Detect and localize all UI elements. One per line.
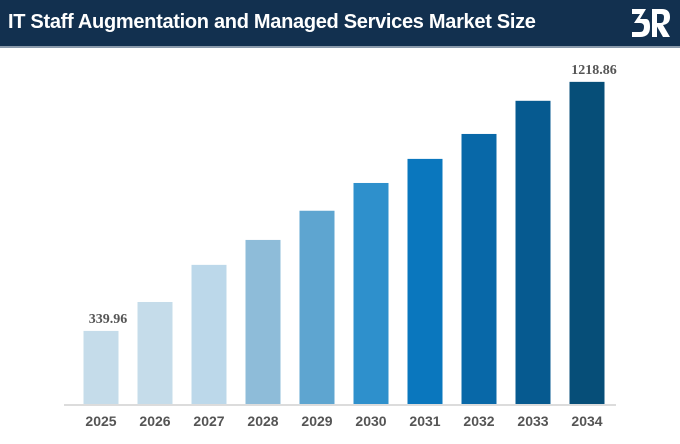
bar-2034 <box>569 81 605 404</box>
x-tick-label: 2032 <box>463 413 494 429</box>
chart-header: IT Staff Augmentation and Managed Servic… <box>0 0 680 48</box>
data-label: 1218.86 <box>571 63 617 78</box>
bar-2030 <box>353 182 389 404</box>
bar-2028 <box>245 239 281 404</box>
x-tick-label: 2025 <box>85 413 116 429</box>
x-tick-label: 2033 <box>517 413 548 429</box>
x-tick-label: 2031 <box>409 413 440 429</box>
chart-title: IT Staff Augmentation and Managed Servic… <box>8 11 536 33</box>
bar-2033 <box>515 100 551 404</box>
bar-2031 <box>407 158 443 404</box>
bar-2027 <box>191 264 227 404</box>
brand-logo-icon <box>632 9 670 37</box>
x-tick-label: 2034 <box>571 413 602 429</box>
bar-2026 <box>137 301 173 404</box>
bar-2029 <box>299 210 335 404</box>
x-tick-label: 2029 <box>301 413 332 429</box>
x-tick-label: 2026 <box>139 413 170 429</box>
x-tick-label: 2027 <box>193 413 224 429</box>
data-label: 339.96 <box>89 312 128 327</box>
x-tick-label: 2030 <box>355 413 386 429</box>
bar-2025 <box>83 330 119 404</box>
bar-2032 <box>461 133 497 405</box>
bar-chart: 2025 339.96 2026 2027 2028 2029 2030 2031 2032 20… <box>64 63 617 429</box>
x-tick-label: 2028 <box>247 413 278 429</box>
